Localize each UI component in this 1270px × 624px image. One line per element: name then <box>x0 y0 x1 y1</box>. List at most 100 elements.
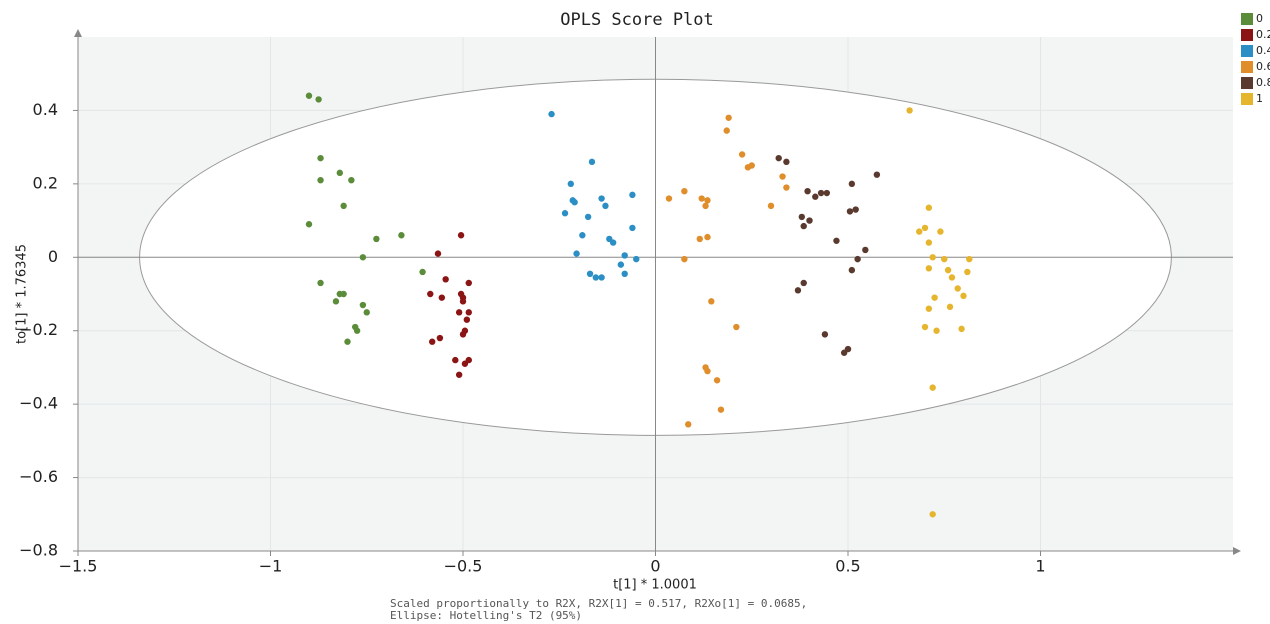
point <box>937 228 944 235</box>
point <box>840 349 848 356</box>
point <box>621 270 628 278</box>
point <box>459 331 467 338</box>
point <box>925 265 933 272</box>
point <box>461 360 469 367</box>
axis-arrow <box>74 29 82 37</box>
point <box>733 323 740 331</box>
y-tick-label: −0.8 <box>19 541 58 560</box>
legend-label: 0.8 <box>1256 76 1270 89</box>
point <box>457 232 465 239</box>
point <box>954 285 961 292</box>
point <box>305 221 313 228</box>
y-axis-label: to[1] * 1.76345 <box>15 244 30 344</box>
point <box>925 305 933 312</box>
point <box>436 334 444 342</box>
y-tick-label: −0.4 <box>19 394 58 413</box>
x-tick-label: 0 <box>650 557 660 576</box>
point <box>340 290 347 298</box>
point <box>958 325 965 333</box>
point <box>723 127 730 134</box>
chart-title: OPLS Score Plot <box>560 10 714 30</box>
point <box>602 202 609 210</box>
x-tick-label: −1 <box>259 557 283 576</box>
point <box>336 169 343 177</box>
point <box>704 233 711 241</box>
point <box>704 367 711 375</box>
point <box>921 323 929 331</box>
legend-swatch <box>1241 61 1253 73</box>
point <box>305 92 313 99</box>
y-tick-label: 0 <box>48 247 58 266</box>
legend-swatch <box>1241 77 1253 89</box>
point <box>588 158 596 166</box>
point <box>925 204 933 211</box>
point <box>738 151 746 158</box>
point <box>561 210 569 217</box>
point <box>744 164 752 171</box>
x-tick-label: −1.5 <box>59 557 98 576</box>
point <box>794 287 802 294</box>
point <box>584 213 592 221</box>
point <box>854 255 861 263</box>
point <box>725 114 732 121</box>
point <box>633 255 640 263</box>
footnote: Scaled proportionally to R2X, R2X[1] = 0… <box>390 597 807 610</box>
point <box>925 239 933 246</box>
legend-label: 0 <box>1256 12 1263 25</box>
point <box>916 228 923 235</box>
point <box>465 279 472 287</box>
point <box>398 232 405 239</box>
point <box>946 303 954 311</box>
point <box>579 232 586 239</box>
point <box>713 377 721 384</box>
point <box>332 298 340 305</box>
y-tick-label: −0.6 <box>19 467 58 486</box>
point <box>848 180 856 188</box>
point <box>804 188 811 195</box>
point <box>960 292 967 300</box>
axis-arrow <box>1233 547 1241 555</box>
point <box>823 189 831 197</box>
point <box>846 208 854 215</box>
point <box>717 406 725 413</box>
point <box>702 202 709 210</box>
point <box>708 298 715 305</box>
point <box>783 184 790 191</box>
point <box>598 274 605 281</box>
point <box>704 197 711 204</box>
point <box>452 356 459 364</box>
point <box>798 213 805 221</box>
point <box>315 96 322 103</box>
point <box>906 107 913 114</box>
point <box>344 338 351 345</box>
point <box>353 327 361 334</box>
y-tick-label: −0.2 <box>19 320 58 339</box>
point <box>698 195 705 202</box>
point <box>427 290 434 298</box>
legend-label: 0.6 <box>1256 60 1270 73</box>
point <box>317 279 324 287</box>
point <box>465 309 472 316</box>
point <box>767 202 775 210</box>
point <box>665 195 673 202</box>
point <box>929 384 936 391</box>
point <box>966 255 973 263</box>
point <box>569 197 576 204</box>
point <box>373 235 380 243</box>
point <box>463 316 471 323</box>
point <box>609 239 617 246</box>
point <box>434 250 442 257</box>
x-tick-label: −0.5 <box>444 557 483 576</box>
point <box>812 193 819 200</box>
legend-label: 0.4 <box>1256 44 1270 57</box>
point <box>429 338 436 345</box>
point <box>933 327 940 334</box>
point <box>817 189 825 197</box>
point <box>800 279 807 287</box>
point <box>806 217 813 224</box>
point <box>852 206 859 213</box>
point <box>621 252 628 259</box>
legend-swatch <box>1241 93 1253 105</box>
point <box>931 294 938 301</box>
x-tick-label: 1 <box>1035 557 1045 576</box>
